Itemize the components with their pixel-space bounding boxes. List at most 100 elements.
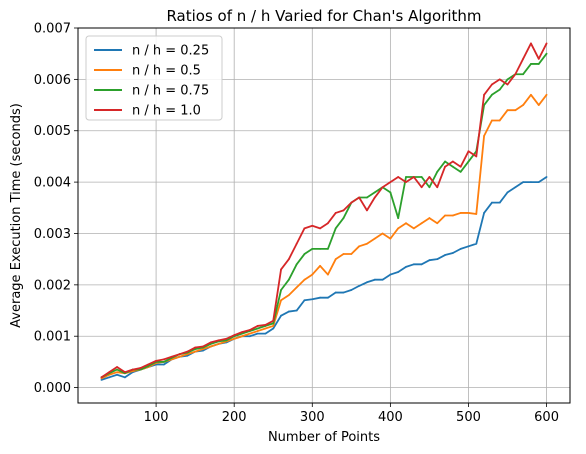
data-point bbox=[436, 222, 439, 225]
data-point bbox=[280, 299, 282, 302]
data-point bbox=[178, 353, 181, 356]
data-point bbox=[287, 258, 290, 261]
data-point bbox=[358, 245, 361, 248]
data-point bbox=[522, 73, 525, 76]
data-point bbox=[381, 232, 384, 235]
data-point bbox=[530, 63, 532, 65]
data-point bbox=[373, 196, 376, 199]
data-point bbox=[444, 214, 446, 217]
data-point bbox=[373, 237, 376, 240]
series-layer bbox=[100, 42, 548, 381]
data-point bbox=[256, 327, 259, 330]
data-point bbox=[428, 259, 431, 262]
data-point bbox=[498, 78, 501, 81]
data-point bbox=[163, 358, 165, 361]
data-point bbox=[319, 227, 321, 230]
data-point bbox=[202, 348, 204, 350]
data-point bbox=[131, 368, 134, 371]
data-point bbox=[537, 181, 540, 184]
data-point bbox=[459, 212, 462, 214]
data-point bbox=[272, 325, 275, 327]
data-point bbox=[444, 165, 446, 168]
data-point bbox=[459, 247, 462, 250]
legend: n / h = 0.25 n / h = 0.5 n / h = 0.75 n / h… bbox=[85, 35, 223, 121]
data-point bbox=[420, 186, 423, 189]
data-point bbox=[155, 359, 157, 362]
y-tick-label: 0.003 bbox=[34, 227, 71, 242]
data-point bbox=[233, 337, 236, 340]
data-point bbox=[342, 217, 345, 219]
data-point bbox=[483, 212, 485, 214]
y-axis: 0.000 0.001 0.002 0.003 0.004 0.005 0.006 0.007 bbox=[34, 22, 78, 396]
x-tick-label: 300 bbox=[300, 410, 325, 425]
data-point bbox=[397, 217, 400, 219]
data-point bbox=[522, 57, 525, 60]
data-point bbox=[537, 104, 540, 106]
data-point bbox=[389, 273, 392, 276]
legend-item: n / h = 0.25 bbox=[94, 44, 209, 59]
data-point bbox=[311, 298, 314, 301]
data-point bbox=[327, 296, 329, 299]
data-point bbox=[225, 339, 228, 342]
data-point bbox=[428, 176, 431, 178]
data-point bbox=[444, 160, 446, 163]
data-point bbox=[475, 242, 478, 245]
data-point bbox=[514, 186, 517, 189]
data-point bbox=[287, 278, 290, 281]
data-point bbox=[530, 181, 532, 184]
data-point bbox=[412, 263, 415, 266]
x-tick-label: 400 bbox=[378, 410, 403, 425]
data-point bbox=[327, 247, 329, 250]
x-tick-label: 100 bbox=[144, 410, 169, 425]
data-point bbox=[412, 227, 415, 230]
data-point bbox=[163, 361, 165, 363]
data-point bbox=[209, 341, 212, 344]
data-point bbox=[428, 186, 431, 189]
data-point bbox=[342, 291, 345, 294]
data-point bbox=[491, 83, 493, 86]
data-point bbox=[287, 310, 290, 313]
series-line-2 bbox=[101, 93, 548, 380]
data-point bbox=[225, 337, 228, 340]
data-point bbox=[202, 345, 204, 348]
data-point bbox=[194, 346, 197, 349]
data-point bbox=[163, 363, 165, 366]
data-point bbox=[311, 273, 314, 276]
data-point bbox=[147, 363, 150, 366]
legend-label: n / h = 1.0 bbox=[132, 104, 201, 119]
data-point bbox=[366, 209, 368, 212]
y-tick-label: 0.002 bbox=[34, 278, 71, 293]
y-tick-label: 0.007 bbox=[34, 22, 71, 37]
data-point bbox=[108, 371, 111, 374]
y-tick-label: 0.004 bbox=[34, 176, 71, 191]
x-tick-label: 600 bbox=[534, 410, 559, 425]
data-point bbox=[373, 278, 376, 281]
legend-item: n / h = 0.75 bbox=[94, 84, 209, 99]
data-point bbox=[397, 271, 400, 273]
data-point bbox=[256, 330, 259, 332]
data-point bbox=[389, 191, 392, 194]
data-point bbox=[334, 212, 337, 214]
data-point bbox=[319, 247, 321, 250]
data-point bbox=[319, 296, 321, 299]
data-point bbox=[311, 247, 314, 250]
data-point bbox=[248, 332, 251, 335]
x-axis-label: Number of Points bbox=[268, 430, 380, 445]
data-point bbox=[327, 222, 329, 225]
data-point bbox=[444, 254, 446, 256]
data-point bbox=[405, 181, 407, 184]
data-point bbox=[545, 52, 548, 55]
data-point bbox=[100, 378, 103, 381]
y-tick-label: 0.000 bbox=[34, 381, 71, 396]
y-axis-label: Average Execution Time (seconds) bbox=[9, 103, 24, 328]
data-point bbox=[100, 376, 103, 379]
data-point bbox=[303, 299, 306, 302]
data-point bbox=[366, 242, 368, 245]
data-point bbox=[217, 343, 220, 345]
data-point bbox=[123, 371, 126, 374]
data-point bbox=[389, 181, 392, 184]
data-point bbox=[366, 281, 368, 284]
data-point bbox=[373, 191, 376, 194]
data-point bbox=[451, 160, 454, 163]
data-point bbox=[537, 63, 540, 65]
